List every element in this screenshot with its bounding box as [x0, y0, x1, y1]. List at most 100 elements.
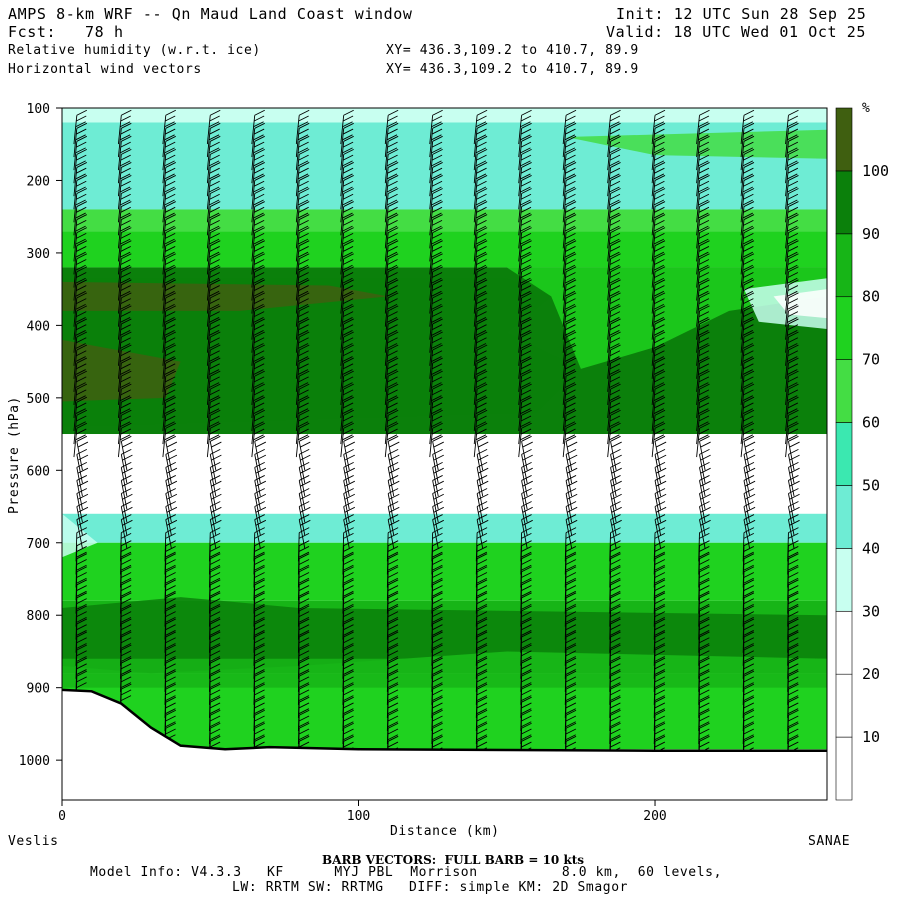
barb-feather [787, 285, 799, 291]
barb-feather [476, 370, 488, 377]
barb-feather [164, 238, 175, 245]
barb-feather [609, 428, 621, 435]
barb-feather [76, 206, 87, 213]
barb-shaft [162, 389, 167, 418]
barb-feather [297, 212, 309, 219]
barb-feather [476, 122, 488, 129]
barb-feather [654, 389, 665, 396]
barb-feather [788, 631, 799, 638]
barb-feather [788, 553, 799, 560]
barb-feather [654, 227, 666, 234]
barb-shaft [562, 376, 567, 405]
barb-shaft [607, 180, 611, 210]
wind-barb [295, 214, 310, 249]
barb-feather [298, 324, 309, 331]
wind-barb [696, 396, 710, 432]
barb-feather [342, 238, 353, 245]
wind-barb [740, 331, 755, 366]
barb-feather [343, 734, 354, 741]
barb-feather [76, 350, 87, 357]
barb-shaft [473, 349, 478, 379]
barb-feather [565, 670, 577, 677]
barb-feather [654, 669, 665, 675]
barb-feather [164, 395, 175, 402]
barb-shaft [651, 154, 656, 184]
barb-feather [520, 154, 532, 161]
barb-feather [386, 330, 398, 336]
barb-feather [522, 493, 533, 500]
barb-feather [298, 180, 309, 187]
barb-shaft [73, 232, 78, 262]
wind-barb [518, 162, 532, 197]
barb-feather [76, 409, 88, 416]
barb-shaft [607, 167, 611, 197]
wind-barb [429, 370, 443, 405]
wind-barb [473, 188, 488, 223]
barb-feather [520, 206, 532, 213]
barb-feather [521, 644, 532, 651]
wind-barb [696, 305, 710, 340]
barb-feather [387, 285, 398, 291]
barb-shaft [696, 415, 700, 445]
barb-feather [565, 551, 576, 558]
barb-feather [254, 540, 265, 547]
barb-shaft [340, 415, 345, 445]
barb-feather [699, 579, 710, 586]
y-tick-label: 500 [27, 392, 50, 407]
barb-feather [654, 141, 665, 148]
barb-feather [431, 311, 443, 318]
barb-feather [654, 292, 666, 299]
barb-feather [787, 173, 798, 180]
wind-barb [740, 305, 755, 340]
barb-shaft [384, 297, 389, 327]
barb-feather [253, 395, 264, 402]
barb-feather [299, 201, 310, 207]
barb-shaft [73, 128, 78, 158]
barb-feather [387, 702, 399, 709]
barb-feather [743, 219, 754, 226]
wind-barb [251, 122, 265, 158]
barb-feather [742, 264, 754, 271]
barb-shaft [473, 232, 478, 262]
wind-barb [607, 227, 621, 262]
barb-shaft [251, 167, 256, 197]
barb-feather [432, 559, 443, 565]
barb-shaft [117, 297, 122, 327]
barb-shaft [473, 258, 478, 288]
barb-feather [342, 408, 353, 415]
barb-feather [609, 199, 620, 206]
barb-feather [476, 643, 487, 649]
barb-feather [743, 643, 754, 649]
barb-shaft [607, 349, 611, 379]
barb-feather [387, 475, 399, 481]
barb-feather [387, 488, 399, 494]
barb-feather [698, 134, 709, 141]
barb-feather [253, 115, 265, 122]
barb-feather [386, 121, 398, 128]
barb-feather [476, 618, 488, 625]
barb-feather [76, 630, 87, 636]
barb-feather [75, 317, 86, 323]
barb-feather [76, 551, 87, 558]
barb-feather [565, 246, 576, 252]
barb-feather [476, 514, 488, 520]
barb-feather [654, 180, 665, 187]
wind-barb [251, 370, 265, 405]
barb-feather [788, 462, 799, 468]
barb-feather [610, 396, 621, 403]
barb-shaft [340, 428, 345, 458]
barb-feather [76, 214, 88, 220]
wind-barb [73, 188, 88, 223]
barb-feather [699, 279, 710, 286]
barb-feather [386, 238, 398, 245]
barb-feather [165, 324, 176, 331]
wind-barb [117, 331, 132, 366]
barb-feather [610, 318, 621, 325]
barb-feather [210, 148, 221, 155]
barb-feather [298, 656, 310, 662]
barb-shaft [651, 141, 656, 171]
wind-barb [607, 422, 621, 458]
barb-feather [432, 527, 443, 534]
barb-feather [654, 396, 666, 403]
barb-feather [165, 311, 176, 318]
